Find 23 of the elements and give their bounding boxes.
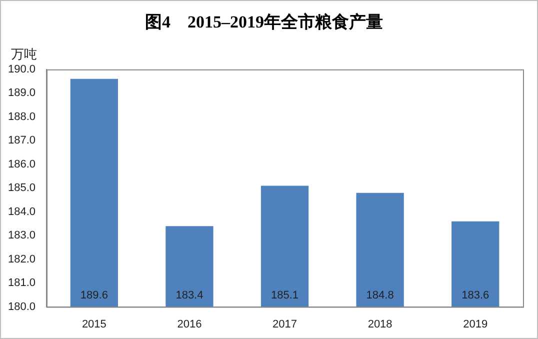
data-label: 189.6 [80, 289, 108, 302]
data-label: 183.6 [462, 289, 490, 302]
data-label: 185.1 [271, 289, 299, 302]
y-tick-label: 189.0 [8, 87, 36, 100]
y-tick-label: 186.0 [8, 158, 36, 170]
y-tick-label: 188.0 [8, 110, 36, 123]
y-axis-title: 万吨 [11, 46, 37, 62]
data-label: 183.4 [176, 289, 204, 302]
y-tick-label: 184.0 [8, 206, 36, 218]
y-tick-label: 180.0 [8, 300, 36, 313]
x-tick-label: 2016 [177, 318, 202, 330]
x-tick-label: 2019 [463, 318, 488, 330]
y-tick-label: 181.0 [8, 277, 36, 290]
y-tick-label: 183.0 [8, 230, 36, 242]
chart-title: 图4 2015–2019年全市粮食产量 [145, 12, 383, 32]
x-tick-label: 2017 [272, 318, 298, 330]
data-label: 184.8 [366, 289, 394, 302]
y-tick-label: 185.0 [8, 182, 36, 194]
x-tick-label: 2015 [82, 318, 106, 330]
y-tick-label: 187.0 [8, 134, 36, 147]
x-tick-label: 2018 [368, 318, 392, 330]
y-tick-label: 190.0 [8, 63, 36, 76]
y-tick-label: 182.0 [8, 253, 36, 266]
